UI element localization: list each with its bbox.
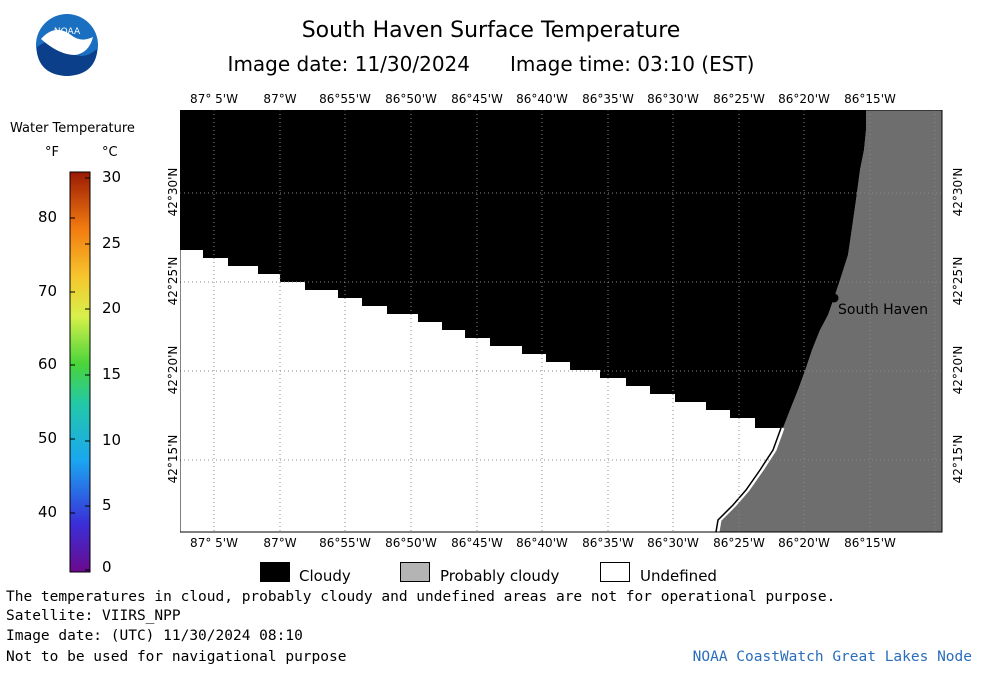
unit-fahrenheit: °F <box>45 145 59 160</box>
city-label-south-haven: South Haven <box>838 302 929 318</box>
probably-cloudy-area <box>718 110 942 532</box>
footer-note: The temperatures in cloud, probably clou… <box>6 589 836 605</box>
lon-label-top: 86°25'W <box>713 92 765 106</box>
lon-label-bottom: 87° 5'W <box>190 536 238 550</box>
image-time: Image time: 03:10 (EST) <box>510 52 755 76</box>
lon-label-bottom: 86°50'W <box>385 536 437 550</box>
page-title: South Haven Surface Temperature <box>301 18 681 43</box>
coastline-edge <box>715 427 782 533</box>
f-tick-50: 50 <box>38 429 58 447</box>
lon-label-top: 86°55'W <box>319 92 371 106</box>
c-tick-10: 10 <box>102 431 122 449</box>
cloudy-key-label: Cloudy <box>299 567 351 585</box>
lon-label-top: 86°45'W <box>451 92 503 106</box>
graticule <box>180 110 942 532</box>
lon-label-top: 87°W <box>263 92 297 106</box>
lat-label-left: 42°20'N <box>166 345 180 395</box>
c-tick-25: 25 <box>102 234 122 252</box>
lon-label-bottom: 86°45'W <box>451 536 503 550</box>
c-tick-20: 20 <box>102 299 122 317</box>
city-marker <box>829 293 839 303</box>
undefined-swatch <box>600 562 630 582</box>
lon-label-top: 86°15'W <box>844 92 896 106</box>
lon-label-top: 86°20'W <box>778 92 830 106</box>
unit-celsius: °C <box>102 145 118 160</box>
temperature-map <box>180 110 943 533</box>
c-tick-0: 0 <box>102 558 112 576</box>
noaa-logo-icon: NOAA <box>36 14 98 76</box>
lat-label-left: 42°25'N <box>166 256 180 306</box>
lon-label-bottom: 86°15'W <box>844 536 896 550</box>
c-tick-5: 5 <box>102 496 112 514</box>
lon-label-top: 86°35'W <box>582 92 634 106</box>
lon-label-bottom: 86°40'W <box>516 536 568 550</box>
cloudy-swatch <box>260 562 290 582</box>
probably-cloudy-key-label: Probably cloudy <box>440 567 560 585</box>
lon-label-top: 86°30'W <box>647 92 699 106</box>
lon-label-bottom: 86°55'W <box>319 536 371 550</box>
footer-satellite: Satellite: VIIRS_NPP <box>6 608 181 624</box>
lat-label-right: 42°15'N <box>951 434 965 484</box>
lon-label-top: 87° 5'W <box>190 92 238 106</box>
c-tick-30: 30 <box>102 168 122 186</box>
lon-label-bottom: 86°35'W <box>582 536 634 550</box>
probably-cloudy-swatch <box>400 562 430 582</box>
lon-label-bottom: 86°30'W <box>647 536 699 550</box>
c-tick-15: 15 <box>102 365 122 383</box>
footer-nav-warning: Not to be used for navigational purpose <box>6 649 347 665</box>
noaa-logo-text: NOAA <box>54 27 81 37</box>
lon-label-bottom: 86°20'W <box>778 536 830 550</box>
footer-utc-date: Image date: (UTC) 11/30/2024 08:10 <box>6 628 303 644</box>
f-tick-60: 60 <box>38 355 58 373</box>
lat-label-left: 42°30'N <box>166 167 180 217</box>
temperature-colorbar <box>69 171 91 573</box>
lon-label-bottom: 86°25'W <box>713 536 765 550</box>
undefined-key-label: Undefined <box>640 567 717 585</box>
f-tick-40: 40 <box>38 503 58 521</box>
lon-label-bottom: 87°W <box>263 536 297 550</box>
lon-label-top: 86°40'W <box>516 92 568 106</box>
cloudy-area <box>180 110 866 428</box>
lat-label-right: 42°20'N <box>951 345 965 395</box>
image-date: Image date: 11/30/2024 <box>227 52 471 76</box>
f-tick-80: 80 <box>38 208 58 226</box>
f-tick-70: 70 <box>38 282 58 300</box>
lat-label-left: 42°15'N <box>166 434 180 484</box>
coastline <box>716 427 785 533</box>
lon-label-top: 86°50'W <box>385 92 437 106</box>
footer-credit: NOAA CoastWatch Great Lakes Node <box>692 649 972 665</box>
lat-label-right: 42°30'N <box>951 167 965 217</box>
image-datetime: Image date: 11/30/2024 Image time: 03:10 … <box>0 52 982 76</box>
lat-label-right: 42°25'N <box>951 256 965 306</box>
legend-title: Water Temperature <box>10 121 135 136</box>
